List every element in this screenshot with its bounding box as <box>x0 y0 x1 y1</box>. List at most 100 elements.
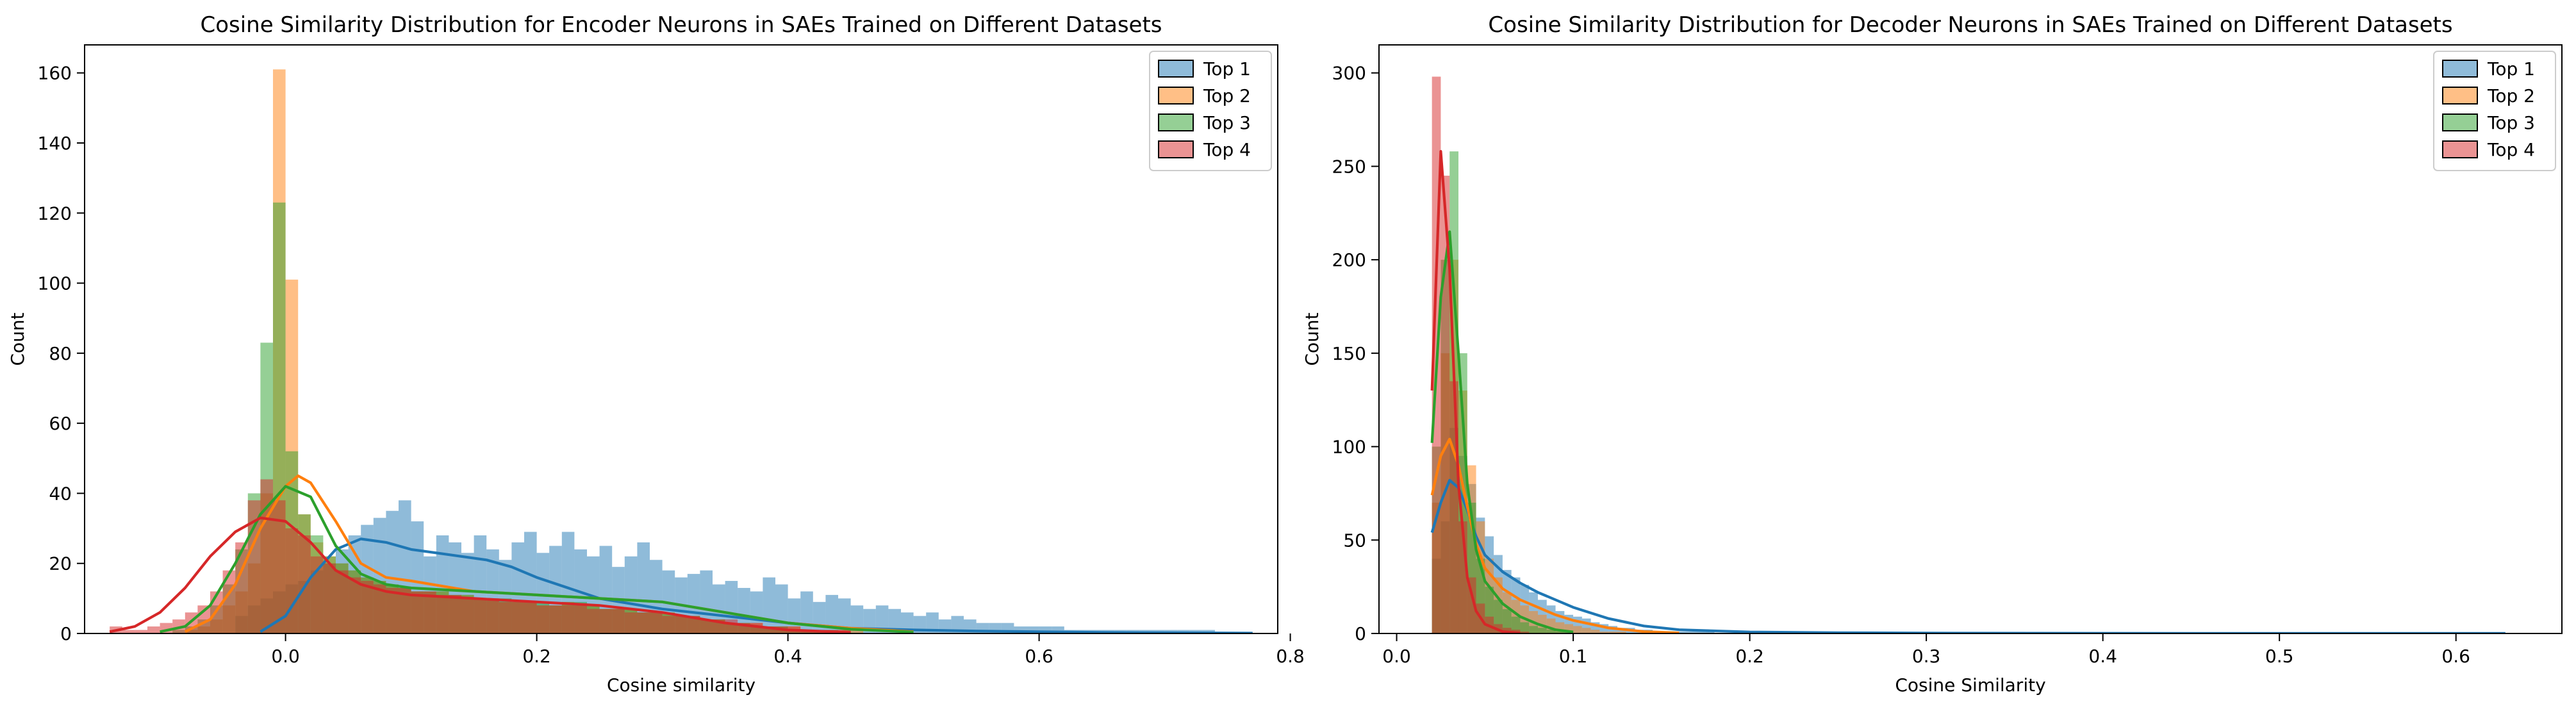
x-axis-label: Cosine Similarity <box>1895 675 2045 696</box>
histogram-bar <box>1599 632 1609 633</box>
histogram-bar <box>1696 632 1706 633</box>
histogram-bar <box>449 594 461 633</box>
legend-swatch <box>2442 60 2478 78</box>
histogram-bar <box>888 608 901 633</box>
x-axis-label: Cosine similarity <box>607 675 755 696</box>
y-tick-label: 160 <box>38 63 72 84</box>
legend-swatch <box>2442 87 2478 105</box>
histogram-bar <box>1027 626 1039 633</box>
histogram-bar <box>838 598 851 633</box>
histogram-bar <box>399 587 411 633</box>
histogram-bar <box>135 630 147 633</box>
histogram-bar <box>813 601 826 633</box>
histogram-bar <box>901 612 914 633</box>
x-tick-label: 0.2 <box>1735 646 1764 667</box>
histogram-bar <box>1014 626 1027 633</box>
legend-label: Top 3 <box>1203 112 1251 133</box>
legend: Top 1 Top 2 Top 3 Top 4 <box>2433 51 2556 171</box>
series-4-kde-line <box>109 516 851 633</box>
y-tick-label: 150 <box>1332 343 1366 364</box>
y-tick-label: 60 <box>49 413 72 434</box>
x-tick-label: 0.0 <box>1382 646 1411 667</box>
legend: Top 1 Top 2 Top 3 Top 4 <box>1149 51 1272 171</box>
histogram-bar <box>875 605 889 633</box>
histogram-bar <box>386 587 399 633</box>
histogram-bar <box>1608 626 1617 633</box>
x-tick-label: 0.3 <box>1912 646 1941 667</box>
series-4-histogram <box>110 479 851 633</box>
histogram-bar <box>323 563 336 633</box>
chart-panel-2: 0.0 0.1 0.2 0.3 0.4 0.5 0.6 0 50 100 150 200 250 300 C… <box>1301 12 2563 696</box>
axes-frame <box>1378 44 2563 634</box>
chart-title: Cosine Similarity Distribution for Encod… <box>200 12 1162 38</box>
histogram-bar <box>373 584 386 633</box>
histogram-bar <box>1052 626 1064 633</box>
x-tick-label: 0.6 <box>2441 646 2470 667</box>
x-tick-label: 0.5 <box>2265 646 2294 667</box>
histogram-bar <box>1511 616 1521 633</box>
histogram-bar <box>825 594 838 633</box>
legend-swatch <box>1158 87 1194 105</box>
y-tick-label: 0 <box>60 623 72 644</box>
histogram-bar <box>675 616 688 633</box>
legend-label: Top 4 <box>2487 139 2535 160</box>
chart-title: Cosine Similarity Distribution for Decod… <box>1488 12 2452 38</box>
plot-area <box>1430 76 2506 633</box>
histogram-bar <box>738 587 750 633</box>
histogram-bar <box>147 626 160 633</box>
series-1-kde-line <box>1430 478 2506 633</box>
histogram-bar <box>687 616 700 633</box>
histogram-bar <box>336 570 349 633</box>
legend-label: Top 4 <box>1203 139 1251 160</box>
plot-area <box>109 69 1253 633</box>
histogram-bar <box>1617 632 1626 633</box>
histogram-bar <box>222 570 236 633</box>
histogram-bar <box>310 556 324 633</box>
histogram-bar <box>612 608 625 633</box>
y-axis-label: Count <box>7 312 28 365</box>
legend-label: Top 1 <box>2487 58 2535 80</box>
legend-swatch <box>2442 140 2478 158</box>
series-2-kde-line <box>1430 437 1680 633</box>
y-tick-label: 250 <box>1332 156 1366 177</box>
histogram-bar <box>361 581 374 633</box>
histogram-bar <box>1546 630 1556 633</box>
histogram-bar <box>486 598 499 633</box>
histogram-bar <box>599 608 613 633</box>
histogram-bar <box>700 570 713 633</box>
series-4-kde-line <box>1430 150 1521 633</box>
x-tick-label: 0.0 <box>271 646 300 667</box>
histogram-bar <box>1608 632 1617 633</box>
axes-frame <box>84 44 1278 634</box>
histogram-bar <box>1581 628 1591 633</box>
histogram-bar <box>850 630 864 633</box>
histogram-bar <box>763 626 775 633</box>
y-tick-label: 20 <box>49 553 72 574</box>
histogram-bar <box>763 577 775 633</box>
y-tick-label: 80 <box>49 343 72 364</box>
x-tick-label: 0.4 <box>2088 646 2117 667</box>
histogram-bar <box>1520 632 1530 633</box>
histogram-bar <box>725 619 738 633</box>
y-tick-label: 0 <box>1355 623 1366 644</box>
y-axis-label: Count <box>1301 312 1323 365</box>
histogram-bar <box>574 605 587 633</box>
x-tick-label: 0.6 <box>1025 646 1053 667</box>
x-tick-label: 0.4 <box>773 646 802 667</box>
histogram-bar <box>1520 622 1530 633</box>
histogram-bar <box>1467 577 1476 633</box>
histogram-bar <box>1555 632 1565 633</box>
histogram-bar <box>1705 632 1715 633</box>
histogram-bar <box>536 605 550 633</box>
histogram-bar <box>624 612 638 633</box>
histogram-bar <box>1502 609 1512 633</box>
histogram-bar <box>1679 632 1688 633</box>
histogram-bar <box>1039 626 1052 633</box>
histogram-bar <box>511 601 524 633</box>
histogram-bar <box>775 584 788 633</box>
legend-swatch <box>1158 113 1194 131</box>
histogram-bar <box>926 612 939 633</box>
histogram-bar <box>122 630 135 633</box>
histogram-bar <box>650 612 663 633</box>
